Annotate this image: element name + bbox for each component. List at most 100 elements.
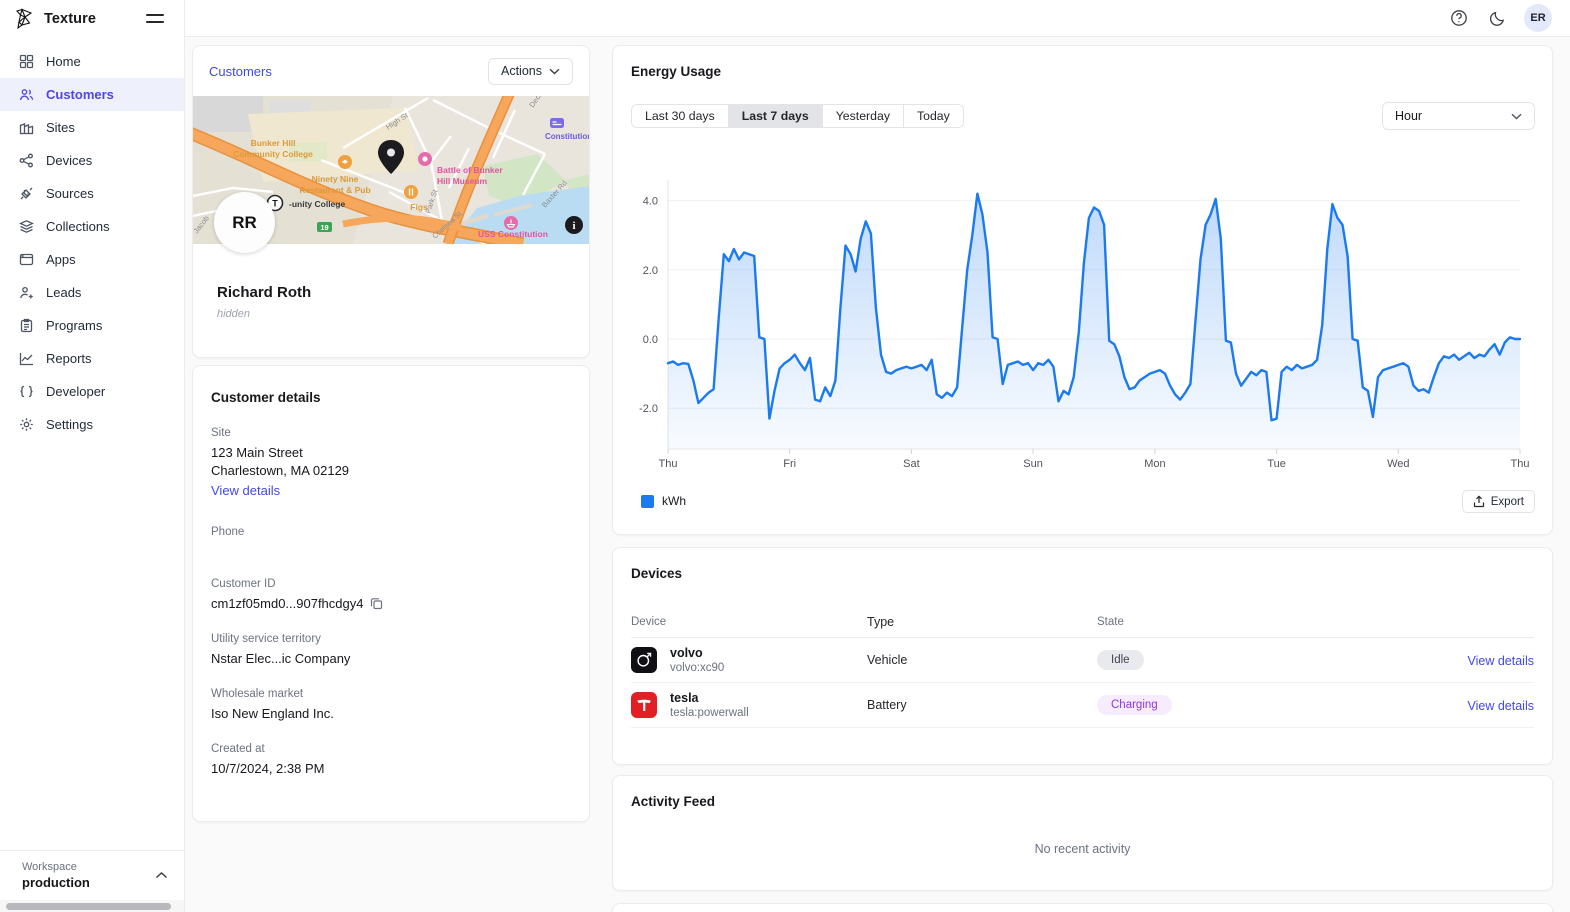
customer-id-field: Customer ID cm1zf05md0...907fhcdgy4 [211,578,571,611]
sidebar-item-home[interactable]: Home [0,45,184,78]
sidebar-item-settings[interactable]: Settings [0,408,184,441]
territory-field: Utility service territory Nstar Elec...i… [211,633,571,666]
device-view-details-link[interactable]: View details [1467,698,1534,713]
svg-text:Thu: Thu [659,458,678,470]
code-braces-icon [18,384,34,400]
svg-text:Hill Museum: Hill Museum [437,176,488,186]
breadcrumb[interactable]: Customers [209,63,272,79]
devices-card: Devices Device Type State volvo volvo:xc… [612,547,1553,765]
svg-text:4.0: 4.0 [643,196,658,208]
clipboard-icon [18,318,34,334]
tab-last-30-days[interactable]: Last 30 days [631,104,729,128]
sidebar-item-sites[interactable]: Sites [0,111,184,144]
site-address-line2: Charlestown, MA 02129 [211,463,350,478]
column-device: Device [631,615,667,628]
territory-value: Nstar Elec...ic Company [211,651,351,666]
texture-triangles-logo [14,8,36,30]
customer-details-card: Customer details Site 123 Main Street Ch… [192,365,590,822]
svg-text:Community College: Community College [233,149,313,159]
svg-text:Bunker Hill: Bunker Hill [251,138,296,148]
sidebar-item-sources[interactable]: Sources [0,177,184,210]
customer-avatar: RR [214,192,275,253]
sidebar: Texture Home Customers Sites Devices Sou… [0,0,185,912]
customer-id-label: Customer ID [211,578,276,590]
svg-text:Tue: Tue [1267,458,1286,470]
legend-label: kWh [662,494,686,508]
sidebar-item-label: Collections [46,219,110,234]
tab-yesterday[interactable]: Yesterday [821,104,904,128]
sidebar-item-reports[interactable]: Reports [0,342,184,375]
moon-icon[interactable] [1486,7,1508,29]
devices-title: Devices [631,566,683,581]
customer-details-title: Customer details [211,390,321,405]
user-avatar[interactable]: ER [1524,4,1552,32]
chart-line-icon [18,351,34,367]
activity-feed-card: Activity Feed No recent activity [612,775,1553,891]
svg-text:USS Constitution: USS Constitution [478,229,548,239]
person-plus-icon [18,285,34,301]
copy-icon[interactable] [370,597,383,610]
customer-name: Richard Roth [217,284,312,301]
site-view-details-link[interactable]: View details [211,483,281,498]
chevron-down-icon [1511,113,1522,119]
gear-icon [18,417,34,433]
sidebar-item-label: Home [46,54,81,69]
svg-text:Ninety Nine: Ninety Nine [312,174,359,184]
device-type: Vehicle [867,653,908,667]
market-value: Iso New England Inc. [211,706,334,721]
device-id: volvo:xc90 [670,662,725,674]
svg-text:2.0: 2.0 [643,265,658,277]
device-type: Battery [867,698,907,712]
sidebar-item-developer[interactable]: Developer [0,375,184,408]
sidebar-item-label: Reports [46,351,92,366]
building-icon [18,120,34,136]
sidebar-item-leads[interactable]: Leads [0,276,184,309]
export-icon [1473,495,1484,508]
actions-button[interactable]: Actions [488,57,573,85]
app-title: Texture [44,10,97,27]
interval-select-value: Hour [1395,109,1423,123]
energy-usage-title: Energy Usage [631,64,722,79]
svg-text:Figs: Figs [410,202,428,212]
export-button[interactable]: Export [1461,490,1535,513]
sidebar-item-collections[interactable]: Collections [0,210,184,243]
grid-icon [18,54,34,70]
svg-text:Wed: Wed [1387,458,1409,470]
sidebar-item-label: Apps [46,252,76,267]
sidebar-item-customers[interactable]: Customers [0,78,184,111]
device-name: volvo [670,646,703,660]
volvo-logo-icon [631,647,657,673]
svg-text:Sun: Sun [1023,458,1043,470]
svg-text:Constitution I: Constitution I [545,132,589,141]
status-badge: Idle [1097,650,1144,670]
customer-subtitle: hidden [217,308,251,320]
tab-today[interactable]: Today [902,104,964,128]
sidebar-item-programs[interactable]: Programs [0,309,184,342]
device-view-details-link[interactable]: View details [1467,653,1534,668]
table-row: volvo volvo:xc90 Vehicle Idle View detai… [631,638,1534,683]
svg-text:0.0: 0.0 [643,334,658,346]
svg-text:Fri: Fri [783,458,796,470]
horizontal-scrollbar-thumb[interactable] [6,903,171,910]
main-content: Customers Actions [185,37,1570,912]
sidebar-item-devices[interactable]: Devices [0,144,184,177]
topbar: ER [185,0,1570,37]
phone-value [211,544,571,556]
hamburger-icon[interactable] [146,12,164,26]
help-circle-icon[interactable] [1448,7,1470,29]
sidebar-item-label: Sites [46,120,75,135]
svg-text:Mon: Mon [1144,458,1165,470]
sidebar-item-apps[interactable]: Apps [0,243,184,276]
tab-last-7-days[interactable]: Last 7 days [727,104,823,128]
market-field: Wholesale market Iso New England Inc. [211,688,571,721]
created-value: 10/7/2024, 2:38 PM [211,761,325,776]
interval-select[interactable]: Hour [1382,102,1535,130]
status-badge: Charging [1097,695,1172,715]
workspace-selector[interactable]: Workspace production [0,850,184,898]
customer-id-value: cm1zf05md0...907fhcdgy4 [211,596,364,611]
device-name: tesla [670,691,699,705]
column-state: State [1097,615,1124,628]
layers-icon [18,219,34,235]
phone-field: Phone [211,526,571,556]
share-nodes-icon [18,153,34,169]
